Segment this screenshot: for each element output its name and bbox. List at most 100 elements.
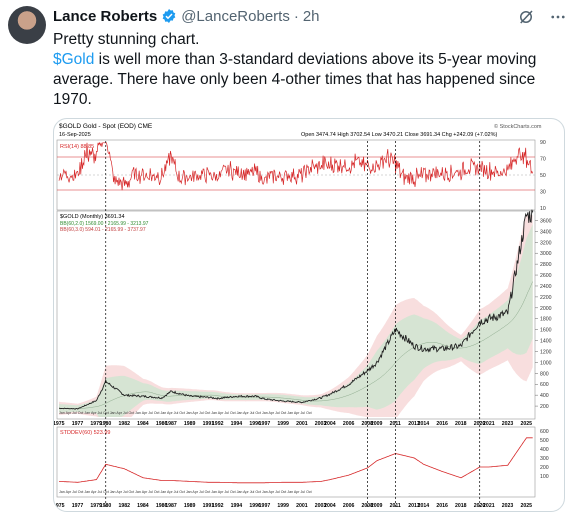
cashtag-link[interactable]: $Gold [53,51,95,68]
year-label: 2023 [502,421,514,427]
tweet-body: is well more than 3-standard deviations … [53,51,537,108]
bollinger-2sd-band [59,224,533,417]
year-label: 2016 [436,421,448,427]
stddev-panel [56,426,536,498]
year-label: 2023 [502,503,514,509]
year-label: 2013 [408,503,420,509]
year-label: 1996 [249,421,261,427]
month-labels-std: Jan Apr Jul Oct Jan Apr Jul Oct Jan Apr … [59,490,312,494]
year-label: 1986 [156,421,168,427]
year-label: 2025 [520,503,532,509]
price-tick-label: 1600 [540,328,552,334]
year-label: 1975 [54,421,65,427]
chart-ohlc: Open 3474.74 High 3702.54 Low 3470.21 Cl… [301,132,497,138]
year-label: 2004 [324,503,336,509]
year-label: 2011 [390,421,401,427]
year-label: 1992 [212,503,224,509]
year-label: 1997 [259,421,271,427]
price-axis: 3600 3400 3200 3000 2800 2600 2400 2200 2000 1800… [535,218,552,410]
year-label: 1984 [137,421,149,427]
year-axis-bottom: 1975197719791980198219841986198719891991… [54,503,532,509]
separator: · [293,7,299,25]
stddev-tick-label: 500 [540,438,549,444]
stddev-tick-label: 400 [540,447,549,453]
author-handle[interactable]: @LanceRoberts [181,7,290,25]
year-label: 1982 [118,503,130,509]
rsi-tick-label: 70 [540,157,546,163]
year-label: 2021 [483,503,495,509]
rsi-tick-label: 10 [540,206,546,212]
bb2-label: BB(60,3.0) 594.01 - 2165.99 - 3737.97 [60,227,146,233]
price-tick-label: 3000 [540,251,552,257]
grok-icon[interactable] [517,8,535,26]
year-label: 1989 [184,421,196,427]
stddev-tick-label: 100 [540,474,549,480]
tweet-actions [517,8,567,26]
stddev-series-line [59,437,533,484]
year-label: 1999 [277,421,289,427]
price-tick-label: 2000 [540,306,552,312]
year-label: 1982 [118,421,130,427]
year-label: 1987 [165,503,177,509]
price-tick-label: 1400 [540,339,552,345]
tweet-media-chart[interactable]: $GOLD Gold - Spot (EOD) CME 16-Sep-2025 … [53,118,565,512]
year-label: 2003 [315,421,327,427]
stddev-tick-label: 600 [540,429,549,435]
year-label: 1992 [212,421,224,427]
year-label: 2009 [371,503,383,509]
verified-badge-icon [162,9,176,23]
stddev-tick-label: 300 [540,456,549,462]
year-label: 2018 [455,503,467,509]
event-markers [105,141,481,509]
price-tick-label: 200 [540,404,549,410]
year-label: 1975 [54,503,65,509]
author-name[interactable]: Lance Roberts [53,7,158,25]
rsi-tick-label: 90 [540,140,546,146]
year-label: 2025 [520,421,532,427]
year-label: 1989 [184,503,196,509]
price-tick-label: 2600 [540,273,552,279]
year-label: 2008 [362,421,374,427]
year-label: 1979 [90,421,102,427]
tweet-text: Pretty stunning chart. $Gold is well mor… [53,30,563,110]
year-label: 1980 [100,421,112,427]
year-label: 2014 [418,421,430,427]
year-label: 2016 [436,503,448,509]
year-label: 2014 [418,503,430,509]
price-tick-label: 600 [540,382,549,388]
rsi-tick-label: 50 [540,173,546,179]
chart-watermark: © StockCharts.com [494,123,542,130]
price-tick-label: 3200 [540,240,552,246]
price-tick-label: 800 [540,371,549,377]
month-labels-price: Jan Apr Jul Oct Jan Apr Jul Oct Jan Apr … [59,411,312,415]
timestamp[interactable]: 2h [302,7,320,25]
bb1-label: BB(60,2.0) 1569.00 - 2165.99 - 3213.97 [60,221,149,227]
year-label: 2001 [296,421,308,427]
year-label: 1996 [249,503,261,509]
year-label: 2003 [315,503,327,509]
price-label: $GOLD (Monthly) 3691.34 [60,214,125,220]
price-tick-label: 1800 [540,317,552,323]
rsi-series-line [58,141,534,191]
year-label: 2009 [371,421,383,427]
tweet-line-2: $Gold is well more than 3-standard devia… [53,50,563,110]
gold-chart: $GOLD Gold - Spot (EOD) CME 16-Sep-2025 … [54,123,552,509]
year-label: 1979 [90,503,102,509]
chart-date: 16-Sep-2025 [59,132,91,138]
year-label: 2018 [455,421,467,427]
rsi-tick-label: 30 [540,190,546,196]
stddev-axis: 600 500 400 300 200 100 [540,429,549,480]
price-tick-label: 2200 [540,295,552,301]
avatar[interactable] [8,6,46,44]
price-tick-label: 1000 [540,360,552,366]
tweet-line-1: Pretty stunning chart. [53,31,200,48]
stddev-tick-label: 200 [540,465,549,471]
more-options-icon[interactable] [549,8,567,26]
rsi-panel [56,139,536,211]
rsi-axis: 90 70 50 30 10 [540,140,546,212]
year-label: 1999 [277,503,289,509]
price-series-line [58,209,534,410]
year-label: 2006 [343,421,355,427]
year-label: 1987 [165,421,177,427]
